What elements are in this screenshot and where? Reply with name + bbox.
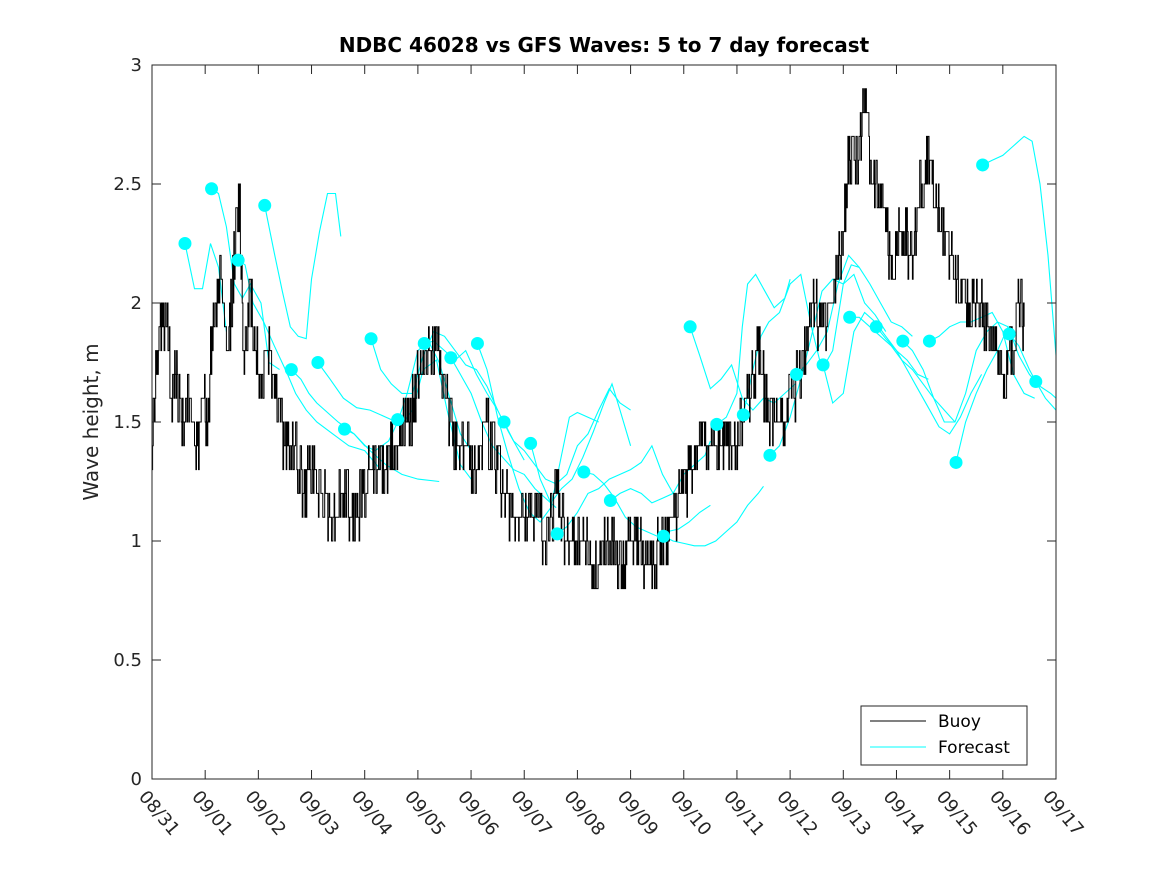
- forecast-line-13: [556, 444, 674, 535]
- buoy-line: [152, 88, 1025, 590]
- forecast-marker-8: [391, 413, 405, 427]
- forecast-marker-23: [816, 358, 830, 372]
- forecast-marker-15: [577, 465, 591, 479]
- forecast-marker-21: [763, 448, 777, 462]
- y-tick-label-2: 1: [131, 531, 142, 552]
- y-tick-label-5: 2.5: [113, 174, 142, 195]
- forecast-marker-6: [337, 422, 351, 436]
- forecast-marker-0: [178, 237, 192, 250]
- legend-box: [860, 705, 1028, 766]
- forecast-marker-12: [497, 415, 511, 429]
- y-axis-label: Wave height, m: [79, 343, 103, 500]
- forecast-marker-7: [364, 332, 378, 346]
- forecast-line-9: [450, 357, 557, 509]
- forecast-marker-10: [444, 351, 458, 365]
- forecast-marker-17: [657, 529, 671, 543]
- forecast-marker-26: [896, 334, 910, 348]
- chart-title: NDBC 46028 vs GFS Waves: 5 to 7 day fore…: [339, 33, 870, 57]
- forecast-marker-3: [258, 198, 272, 212]
- forecast-marker-25: [869, 320, 883, 334]
- forecast-marker-14: [550, 527, 564, 541]
- y-tick-label-0: 0: [131, 769, 142, 790]
- forecast-marker-16: [603, 494, 617, 508]
- forecast-line-11: [503, 387, 631, 485]
- y-tick-label-3: 1.5: [113, 412, 142, 433]
- legend-forecast-label: Forecast: [938, 738, 1010, 758]
- forecast-marker-28: [949, 455, 963, 469]
- forecast-marker-29: [976, 158, 990, 172]
- forecast-marker-19: [710, 417, 724, 431]
- forecast-line-7: [370, 330, 499, 411]
- forecast-marker-4: [284, 363, 298, 377]
- y-tick-label-4: 2: [131, 293, 142, 314]
- forecast-marker-20: [736, 408, 750, 422]
- forecast-line-14: [583, 471, 711, 537]
- forecast-marker-27: [922, 334, 936, 348]
- forecast-line-21: [796, 254, 913, 375]
- forecast-marker-30: [1002, 327, 1016, 341]
- forecast-marker-2: [231, 253, 245, 267]
- legend-buoy-label: Buoy: [938, 712, 981, 732]
- forecast-line-10: [476, 343, 599, 523]
- forecast-marker-13: [524, 436, 538, 450]
- forecast-line-28: [982, 135, 1057, 356]
- forecast-marker-1: [205, 182, 219, 196]
- forecast-line-3: [264, 192, 342, 340]
- forecast-marker-31: [1029, 375, 1043, 389]
- forecast-line-26: [929, 311, 1035, 399]
- forecast-line-16: [663, 485, 764, 547]
- axes: [151, 64, 1057, 780]
- forecast-line-24: [875, 326, 983, 435]
- forecast-line-27: [955, 325, 1057, 463]
- forecast-marker-5: [311, 356, 325, 369]
- forecast-line-2: [237, 259, 382, 470]
- legend: Buoy Forecast: [860, 705, 1028, 766]
- plot-area: [152, 65, 1056, 779]
- forecast-line-18: [716, 273, 791, 425]
- forecast-line-17: [689, 326, 796, 411]
- series-layer: [152, 88, 1057, 590]
- y-tick-label-6: 3: [131, 55, 142, 76]
- forecast-marker-24: [843, 310, 857, 324]
- forecast-line-12: [530, 382, 632, 504]
- forecast-marker-9: [417, 336, 431, 350]
- marker-layer: [178, 158, 1043, 543]
- forecast-marker-18: [683, 320, 697, 334]
- y-tick-label-1: 0.5: [113, 650, 142, 671]
- forecast-marker-22: [789, 367, 803, 381]
- forecast-line-29: [1008, 333, 1057, 411]
- forecast-marker-11: [470, 336, 484, 350]
